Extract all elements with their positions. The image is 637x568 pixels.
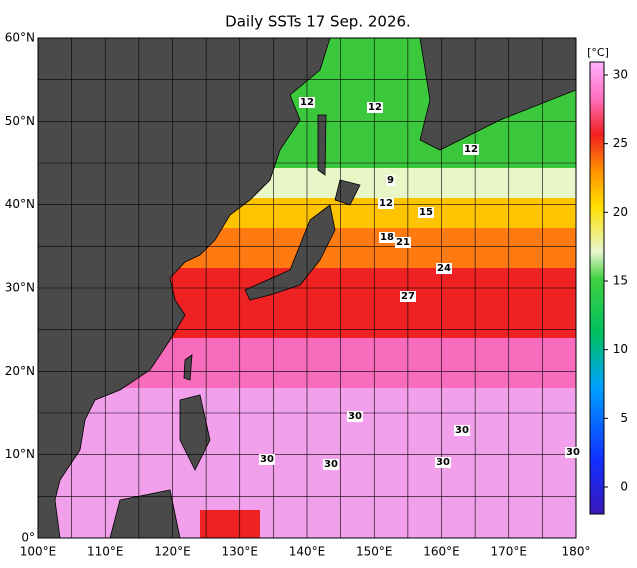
contour-label: 27 bbox=[401, 291, 415, 302]
lon-label: 180° bbox=[562, 545, 591, 559]
label-box bbox=[386, 175, 395, 186]
contour-label: 15 bbox=[419, 207, 433, 218]
label-box bbox=[299, 97, 315, 108]
contour-label: 30 bbox=[436, 457, 450, 468]
contour-label: 21 bbox=[396, 237, 410, 248]
lat-label: 30°N bbox=[5, 281, 35, 295]
lon-label: 140°E bbox=[289, 545, 326, 559]
colorbar-tick-label: 30 bbox=[613, 68, 628, 82]
label-box bbox=[379, 232, 395, 243]
lon-label: 170°E bbox=[491, 545, 528, 559]
label-box bbox=[435, 457, 451, 468]
contour-label: 12 bbox=[368, 102, 382, 113]
lat-label: 60°N bbox=[5, 31, 35, 45]
label-box bbox=[418, 207, 434, 218]
colorbar-tick-label: 0 bbox=[620, 480, 628, 494]
contour-label: 30 bbox=[455, 425, 469, 436]
map-title: Daily SSTs 17 Sep. 2026. bbox=[225, 13, 411, 31]
contour-label: 30 bbox=[324, 459, 338, 470]
label-box bbox=[259, 454, 275, 465]
label-box bbox=[367, 102, 383, 113]
contour-label: 30 bbox=[260, 454, 274, 465]
lon-label: 130°E bbox=[222, 545, 259, 559]
colorbar-tick-label: 15 bbox=[613, 274, 628, 288]
contour-label: 30 bbox=[566, 447, 580, 458]
lon-label: 150°E bbox=[356, 545, 393, 559]
label-box bbox=[454, 425, 470, 436]
colorbar bbox=[589, 61, 605, 515]
lon-label: 110°E bbox=[87, 545, 124, 559]
label-box bbox=[400, 291, 416, 302]
colorbar-tick-label: 25 bbox=[613, 136, 628, 150]
label-box bbox=[565, 447, 581, 458]
label-box bbox=[463, 144, 479, 155]
contour-label: 24 bbox=[437, 263, 451, 274]
colorbar-unit: [°C] bbox=[587, 46, 609, 59]
label-box bbox=[347, 411, 363, 422]
graticule bbox=[38, 38, 576, 538]
label-box bbox=[395, 237, 411, 248]
lon-label: 160°E bbox=[423, 545, 460, 559]
label-box bbox=[378, 198, 394, 209]
lon-label: 120°E bbox=[154, 545, 191, 559]
contour-labels: 12 12 12 9 12 15 18 21 24 27 30 30 30 30… bbox=[259, 97, 581, 470]
label-box bbox=[323, 459, 339, 470]
lat-label: 0° bbox=[21, 531, 35, 545]
colorbar-tick-label: 5 bbox=[620, 411, 628, 425]
lat-label: 10°N bbox=[5, 447, 35, 461]
colorbar-tick-label: 20 bbox=[613, 205, 628, 219]
contour-label: 18 bbox=[380, 232, 394, 243]
contour-label: 30 bbox=[348, 411, 362, 422]
lat-label: 50°N bbox=[5, 114, 35, 128]
colorbar-tick-label: 10 bbox=[613, 342, 628, 356]
lat-label: 20°N bbox=[5, 364, 35, 378]
contour-label: 9 bbox=[387, 175, 394, 186]
label-box bbox=[436, 263, 452, 274]
lat-label: 40°N bbox=[5, 197, 35, 211]
contour-label: 12 bbox=[300, 97, 314, 108]
contour-label: 12 bbox=[379, 198, 393, 209]
lon-label: 100°E bbox=[20, 545, 57, 559]
map-frame bbox=[37, 37, 577, 539]
contour-label: 12 bbox=[464, 144, 478, 155]
